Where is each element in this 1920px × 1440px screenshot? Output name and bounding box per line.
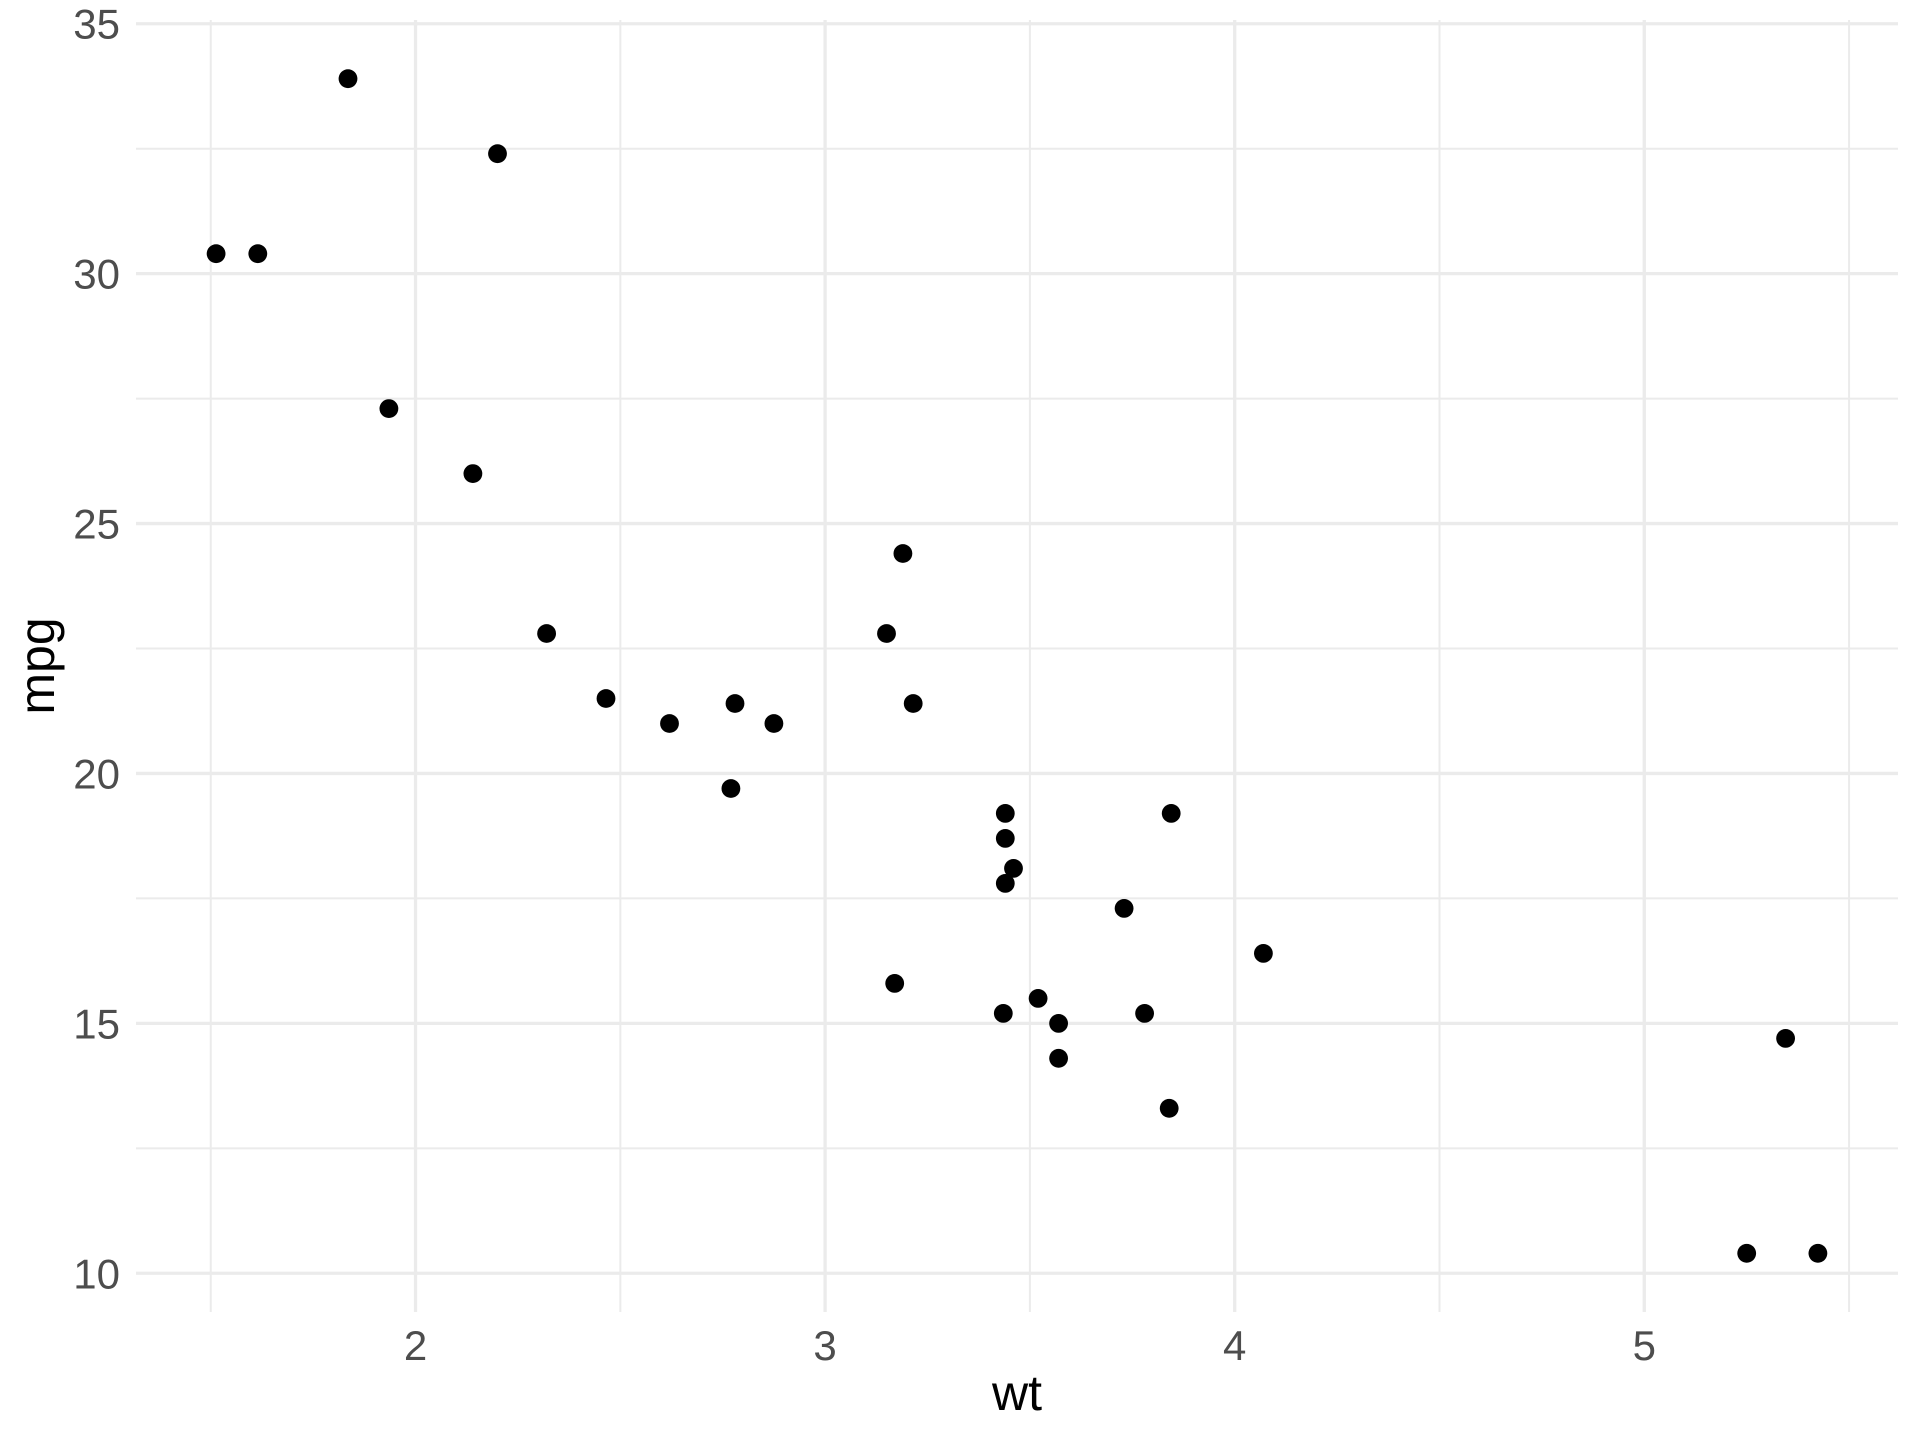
data-point [725,694,745,713]
minor-gridlines [136,20,1898,1312]
x-tick-label: 3 [813,1322,836,1369]
data-point [721,779,741,798]
data-point [1159,1098,1179,1118]
data-point [1004,859,1023,878]
data-point [596,689,616,708]
data-point [995,829,1015,848]
data-point [877,624,896,643]
data-point [995,874,1015,893]
data-point [488,144,507,164]
y-axis-title: mpg [9,617,65,714]
data-point [248,244,268,264]
y-tick-label: 15 [73,1000,120,1047]
y-tick-labels: 10 15 20 25 30 35 [73,1,120,1298]
data-point [1135,1004,1154,1023]
data-points [206,69,1828,1263]
data-point [903,694,923,713]
data-point [1049,1048,1068,1068]
x-tick-labels: 2 3 4 5 [404,1322,1656,1369]
data-point [1254,944,1273,963]
y-axis-title-group: mpg [9,617,65,714]
data-point [1028,989,1048,1008]
data-point [1049,1014,1068,1033]
data-point [660,714,679,733]
data-point [995,804,1015,823]
data-point [537,624,556,643]
data-point [1737,1243,1757,1263]
data-point [206,244,226,264]
data-point [764,714,784,733]
x-tick-label: 5 [1633,1322,1656,1369]
data-point [463,464,483,483]
data-point [1161,804,1181,823]
data-point [993,1004,1013,1023]
data-point [1114,899,1134,918]
y-tick-label: 30 [73,251,120,298]
y-tick-label: 20 [73,751,120,798]
y-tick-label: 10 [73,1250,120,1297]
y-tick-label: 25 [73,501,120,548]
data-point [893,544,913,563]
data-point [379,399,399,418]
x-tick-label: 4 [1223,1322,1246,1369]
y-tick-label: 35 [73,1,120,48]
x-axis-title: wt [991,1365,1042,1421]
x-tick-label: 2 [404,1322,427,1369]
data-point [1808,1243,1828,1263]
data-point [338,69,358,89]
major-gridlines [136,20,1898,1312]
data-point [885,974,905,993]
data-point [1776,1029,1795,1048]
